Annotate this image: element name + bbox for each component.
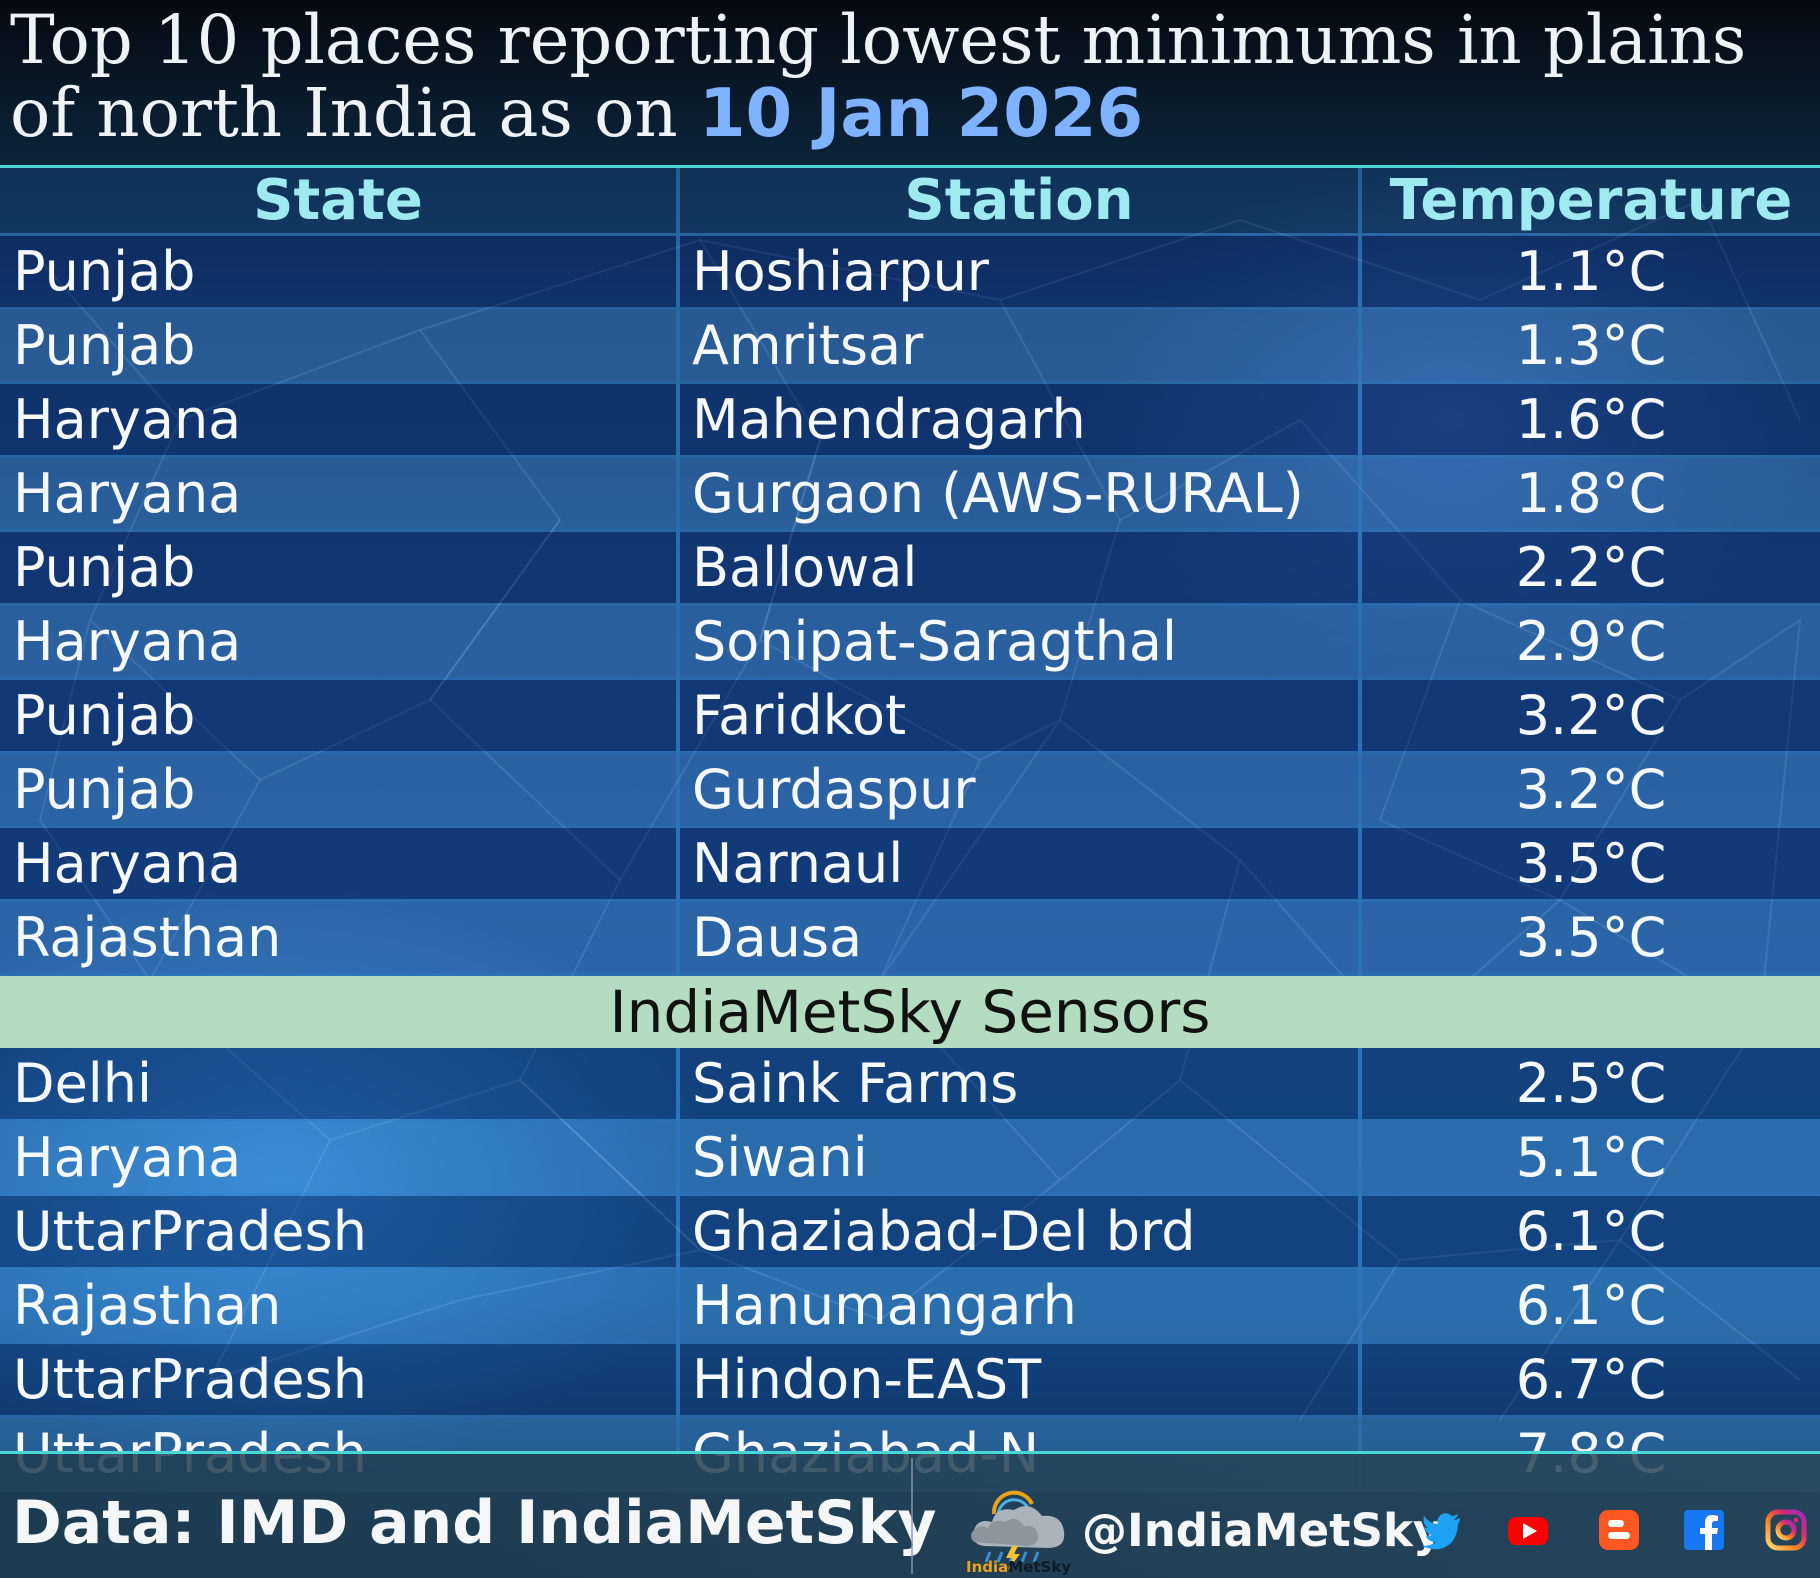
- state-cell: Punjab: [0, 752, 678, 828]
- table-row: Haryana Sonipat-Saragthal 2.9°C: [0, 604, 1820, 680]
- state-cell: UttarPradesh: [0, 1342, 678, 1418]
- section-band-row: IndiaMetSky Sensors: [0, 974, 1820, 1048]
- facebook-icon[interactable]: [1682, 1508, 1726, 1552]
- column-header-station: Station: [676, 168, 1360, 236]
- station-cell: Dausa: [676, 900, 1360, 976]
- station-cell: Faridkot: [676, 678, 1360, 754]
- page-title: Top 10 places reporting lowest minimums …: [10, 4, 1810, 150]
- state-cell: Haryana: [0, 604, 678, 680]
- state-cell: Rajasthan: [0, 1268, 678, 1344]
- table-row: UttarPradesh Hindon-EAST 6.7°C: [0, 1342, 1820, 1418]
- state-cell: Punjab: [0, 678, 678, 754]
- station-cell: Hindon-EAST: [676, 1342, 1360, 1418]
- table-row: Rajasthan Hanumangarh 6.1°C: [0, 1268, 1820, 1344]
- table-row: Punjab Gurdaspur 3.2°C: [0, 752, 1820, 828]
- station-cell: Saink Farms: [676, 1048, 1360, 1122]
- temperature-cell: 2.2°C: [1358, 530, 1820, 606]
- table-row: Haryana Mahendragarh 1.6°C: [0, 382, 1820, 458]
- blogger-icon[interactable]: [1597, 1508, 1641, 1552]
- youtube-icon[interactable]: [1506, 1508, 1550, 1552]
- state-cell: Rajasthan: [0, 900, 678, 976]
- temperature-cell: 1.6°C: [1358, 382, 1820, 458]
- table-row: Punjab Faridkot 3.2°C: [0, 678, 1820, 754]
- table-row: Punjab Hoshiarpur 1.1°C: [0, 234, 1820, 310]
- section-label: IndiaMetSky Sensors: [0, 974, 1820, 1048]
- bottom-divider: [0, 1451, 1820, 1454]
- state-cell: Delhi: [0, 1048, 678, 1122]
- state-cell: Punjab: [0, 308, 678, 384]
- table-row: Delhi Saink Farms 2.5°C: [0, 1048, 1820, 1122]
- state-cell: UttarPradesh: [0, 1194, 678, 1270]
- table-row: Rajasthan Dausa 3.5°C: [0, 900, 1820, 976]
- station-cell: Hanumangarh: [676, 1268, 1360, 1344]
- instagram-icon[interactable]: [1764, 1508, 1808, 1552]
- column-header-state: State: [0, 168, 678, 236]
- table-header-row: State Station Temperature: [0, 168, 1820, 236]
- station-cell: Sonipat-Saragthal: [676, 604, 1360, 680]
- temperature-cell: 1.1°C: [1358, 234, 1820, 310]
- indiametsky-cloud-logo-icon: [971, 1490, 1065, 1570]
- state-cell: Punjab: [0, 234, 678, 310]
- temperature-cell: 6.7°C: [1358, 1342, 1820, 1418]
- temperature-cell: 3.5°C: [1358, 900, 1820, 976]
- footer-separator: [911, 1458, 913, 1574]
- station-cell: Siwani: [676, 1120, 1360, 1196]
- temperature-cell: 5.1°C: [1358, 1120, 1820, 1196]
- station-cell: Gurdaspur: [676, 752, 1360, 828]
- title-text: Top 10 places reporting lowest minimums …: [10, 1, 1747, 152]
- station-cell: Mahendragarh: [676, 382, 1360, 458]
- table-row: Haryana Narnaul 3.5°C: [0, 826, 1820, 902]
- top-divider: [0, 165, 1820, 168]
- social-handle[interactable]: @IndiaMetSky: [1082, 1504, 1443, 1557]
- station-cell: Ghaziabad-Del brd: [676, 1194, 1360, 1270]
- logo-word-india: India: [966, 1558, 1009, 1576]
- station-cell: Amritsar: [676, 308, 1360, 384]
- twitter-icon[interactable]: [1420, 1508, 1464, 1552]
- temperature-cell: 1.3°C: [1358, 308, 1820, 384]
- logo-wordmark: IndiaMetSky: [966, 1558, 1071, 1576]
- station-cell: Narnaul: [676, 826, 1360, 902]
- state-cell: Haryana: [0, 382, 678, 458]
- table-row: UttarPradesh Ghaziabad-Del brd 6.1°C: [0, 1194, 1820, 1270]
- temperature-cell: 2.5°C: [1358, 1048, 1820, 1122]
- temperature-cell: 3.2°C: [1358, 752, 1820, 828]
- station-cell: Ballowal: [676, 530, 1360, 606]
- temperature-cell: 3.2°C: [1358, 678, 1820, 754]
- temperature-cell: 6.1°C: [1358, 1194, 1820, 1270]
- table-row: Punjab Amritsar 1.3°C: [0, 308, 1820, 384]
- station-cell: Hoshiarpur: [676, 234, 1360, 310]
- temperature-table: State Station Temperature Punjab Hoshiar…: [0, 168, 1820, 1492]
- logo-word-metsky: MetSky: [1008, 1558, 1072, 1576]
- state-cell: Haryana: [0, 456, 678, 532]
- table-row: Punjab Ballowal 2.2°C: [0, 530, 1820, 606]
- station-cell: Gurgaon (AWS-RURAL): [676, 456, 1360, 532]
- state-cell: Punjab: [0, 530, 678, 606]
- table-row: Haryana Siwani 5.1°C: [0, 1120, 1820, 1196]
- table-row: Haryana Gurgaon (AWS-RURAL) 1.8°C: [0, 456, 1820, 532]
- footer-bar: [0, 1454, 1820, 1578]
- state-cell: Haryana: [0, 826, 678, 902]
- temperature-cell: 6.1°C: [1358, 1268, 1820, 1344]
- data-source-label: Data: IMD and IndiaMetSky: [12, 1488, 937, 1558]
- temperature-cell: 2.9°C: [1358, 604, 1820, 680]
- state-cell: Haryana: [0, 1120, 678, 1196]
- temperature-cell: 3.5°C: [1358, 826, 1820, 902]
- temperature-cell: 1.8°C: [1358, 456, 1820, 532]
- column-header-temperature: Temperature: [1358, 168, 1820, 236]
- title-date: 10 Jan 2026: [698, 74, 1144, 152]
